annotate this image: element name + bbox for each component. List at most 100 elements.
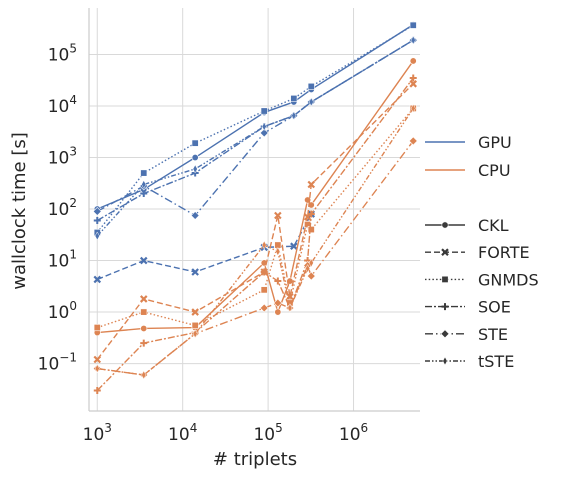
data-point-cpu-forte bbox=[139, 295, 148, 303]
legend-item-soe: SOE bbox=[425, 298, 511, 317]
data-point-gpu-gnmds bbox=[260, 107, 268, 115]
legend-item-ckl: CKL bbox=[425, 216, 509, 235]
data-point-cpu-soe bbox=[140, 339, 148, 347]
series-gpu-gnmds bbox=[93, 21, 417, 237]
series-layer bbox=[92, 21, 418, 395]
data-point-cpu-forte bbox=[93, 355, 102, 364]
data-point-gpu-tste bbox=[410, 35, 416, 45]
y-axis-title: wallclock time [s] bbox=[9, 132, 30, 290]
data-point-cpu-tste bbox=[410, 103, 416, 113]
data-point-cpu-soe bbox=[307, 210, 315, 218]
data-point-cpu-ckl bbox=[140, 324, 148, 332]
legend-item-ste: STE bbox=[425, 325, 508, 344]
data-point-gpu-soe bbox=[93, 216, 101, 224]
data-point-gpu-forte bbox=[290, 242, 298, 250]
legend-marker-soe bbox=[441, 303, 449, 311]
data-point-gpu-tste bbox=[308, 97, 314, 107]
data-point-gpu-tste bbox=[291, 111, 297, 121]
data-point-gpu-gnmds bbox=[409, 21, 417, 29]
legend-label-ste: STE bbox=[478, 325, 508, 344]
data-point-cpu-forte bbox=[409, 80, 418, 88]
legend-item-cpu: CPU bbox=[425, 161, 511, 180]
data-point-gpu-gnmds bbox=[290, 94, 298, 102]
series-gpu-soe bbox=[93, 36, 417, 224]
series-line-gpu-ckl bbox=[97, 24, 414, 210]
data-point-gpu-gnmds bbox=[307, 82, 315, 90]
data-point-cpu-gnmds bbox=[191, 321, 199, 329]
legend: GPU CPU CKL FORTE GNMDS SOE STE tSTE bbox=[425, 133, 539, 371]
data-point-gpu-tste bbox=[261, 122, 267, 132]
series-gpu-forte bbox=[93, 210, 316, 284]
data-point-cpu-ste bbox=[306, 271, 316, 281]
legend-marker-ckl bbox=[441, 221, 449, 229]
data-point-cpu-forte bbox=[307, 180, 316, 189]
series-cpu-ckl bbox=[93, 57, 417, 337]
data-point-gpu-gnmds bbox=[191, 139, 199, 147]
series-cpu-forte bbox=[93, 80, 418, 364]
series-line-gpu-forte bbox=[97, 213, 312, 281]
data-point-cpu-soe bbox=[409, 74, 417, 82]
ticks-layer: 103 104 105 106 10−1 100 101 102 103 104 105 bbox=[38, 42, 369, 445]
legend-marker-gnmds bbox=[441, 275, 449, 283]
legend-item-gnmds: GNMDS bbox=[425, 270, 539, 289]
data-point-cpu-ste bbox=[273, 298, 283, 308]
legend-item-forte: FORTE bbox=[425, 243, 530, 262]
y-tick-label: 10−1 bbox=[38, 351, 77, 375]
data-point-cpu-soe bbox=[260, 268, 268, 276]
legend-label-gnmds: GNMDS bbox=[478, 270, 539, 289]
data-point-cpu-forte bbox=[274, 211, 282, 220]
legend-label-tste: tSTE bbox=[478, 352, 514, 371]
legend-label-soe: SOE bbox=[478, 298, 511, 317]
series-line-cpu-forte bbox=[96, 83, 414, 360]
legend-label-forte: FORTE bbox=[478, 243, 530, 262]
data-point-gpu-forte bbox=[191, 268, 199, 276]
legend-marker-ste bbox=[440, 329, 450, 339]
data-point-cpu-soe bbox=[274, 277, 282, 285]
x-tick-label: 104 bbox=[168, 421, 197, 445]
data-point-cpu-ckl bbox=[274, 308, 282, 316]
data-point-cpu-ste bbox=[408, 136, 418, 146]
y-tick-label: 102 bbox=[48, 196, 77, 220]
data-point-cpu-tste bbox=[305, 264, 311, 274]
grid-layer bbox=[89, 8, 420, 411]
y-tick-label: 100 bbox=[48, 299, 77, 323]
data-point-cpu-forte bbox=[191, 308, 199, 316]
x-tick-label: 105 bbox=[253, 421, 282, 445]
data-point-gpu-ste bbox=[190, 211, 200, 220]
legend-label-ckl: CKL bbox=[478, 216, 509, 235]
data-point-cpu-ckl bbox=[409, 57, 417, 65]
series-gpu-tste bbox=[94, 35, 416, 241]
legend-marker-forte bbox=[441, 248, 449, 256]
y-tick-label: 101 bbox=[48, 248, 77, 272]
legend-item-gpu: GPU bbox=[425, 133, 512, 152]
data-point-gpu-tste bbox=[94, 231, 100, 241]
data-point-gpu-soe bbox=[140, 190, 148, 198]
legend-item-tste: tSTE bbox=[425, 352, 514, 371]
data-point-cpu-tste bbox=[308, 258, 314, 268]
legend-marker-tste bbox=[442, 356, 448, 366]
data-point-cpu-tste bbox=[192, 329, 198, 339]
data-point-gpu-ste bbox=[259, 128, 269, 138]
x-tick-label: 103 bbox=[83, 421, 112, 445]
axes-layer bbox=[88, 8, 420, 412]
data-point-cpu-ste bbox=[259, 303, 269, 313]
data-point-gpu-forte bbox=[93, 275, 102, 284]
series-cpu-soe bbox=[93, 74, 417, 395]
y-tick-label: 103 bbox=[48, 145, 77, 169]
data-point-cpu-gnmds bbox=[140, 308, 148, 316]
data-point-cpu-soe bbox=[93, 387, 101, 395]
legend-label-cpu: CPU bbox=[478, 161, 511, 180]
data-point-cpu-tste bbox=[141, 370, 147, 380]
data-point-gpu-gnmds bbox=[140, 169, 148, 177]
data-point-gpu-ckl bbox=[191, 154, 199, 162]
y-tick-label: 105 bbox=[48, 42, 77, 66]
data-point-cpu-tste bbox=[287, 303, 293, 313]
legend-label-gpu: GPU bbox=[478, 133, 512, 152]
data-point-cpu-gnmds bbox=[93, 324, 101, 332]
x-tick-label: 106 bbox=[339, 421, 368, 445]
series-cpu-tste bbox=[94, 103, 416, 380]
data-point-cpu-tste bbox=[275, 246, 281, 257]
data-point-gpu-forte bbox=[139, 256, 148, 265]
